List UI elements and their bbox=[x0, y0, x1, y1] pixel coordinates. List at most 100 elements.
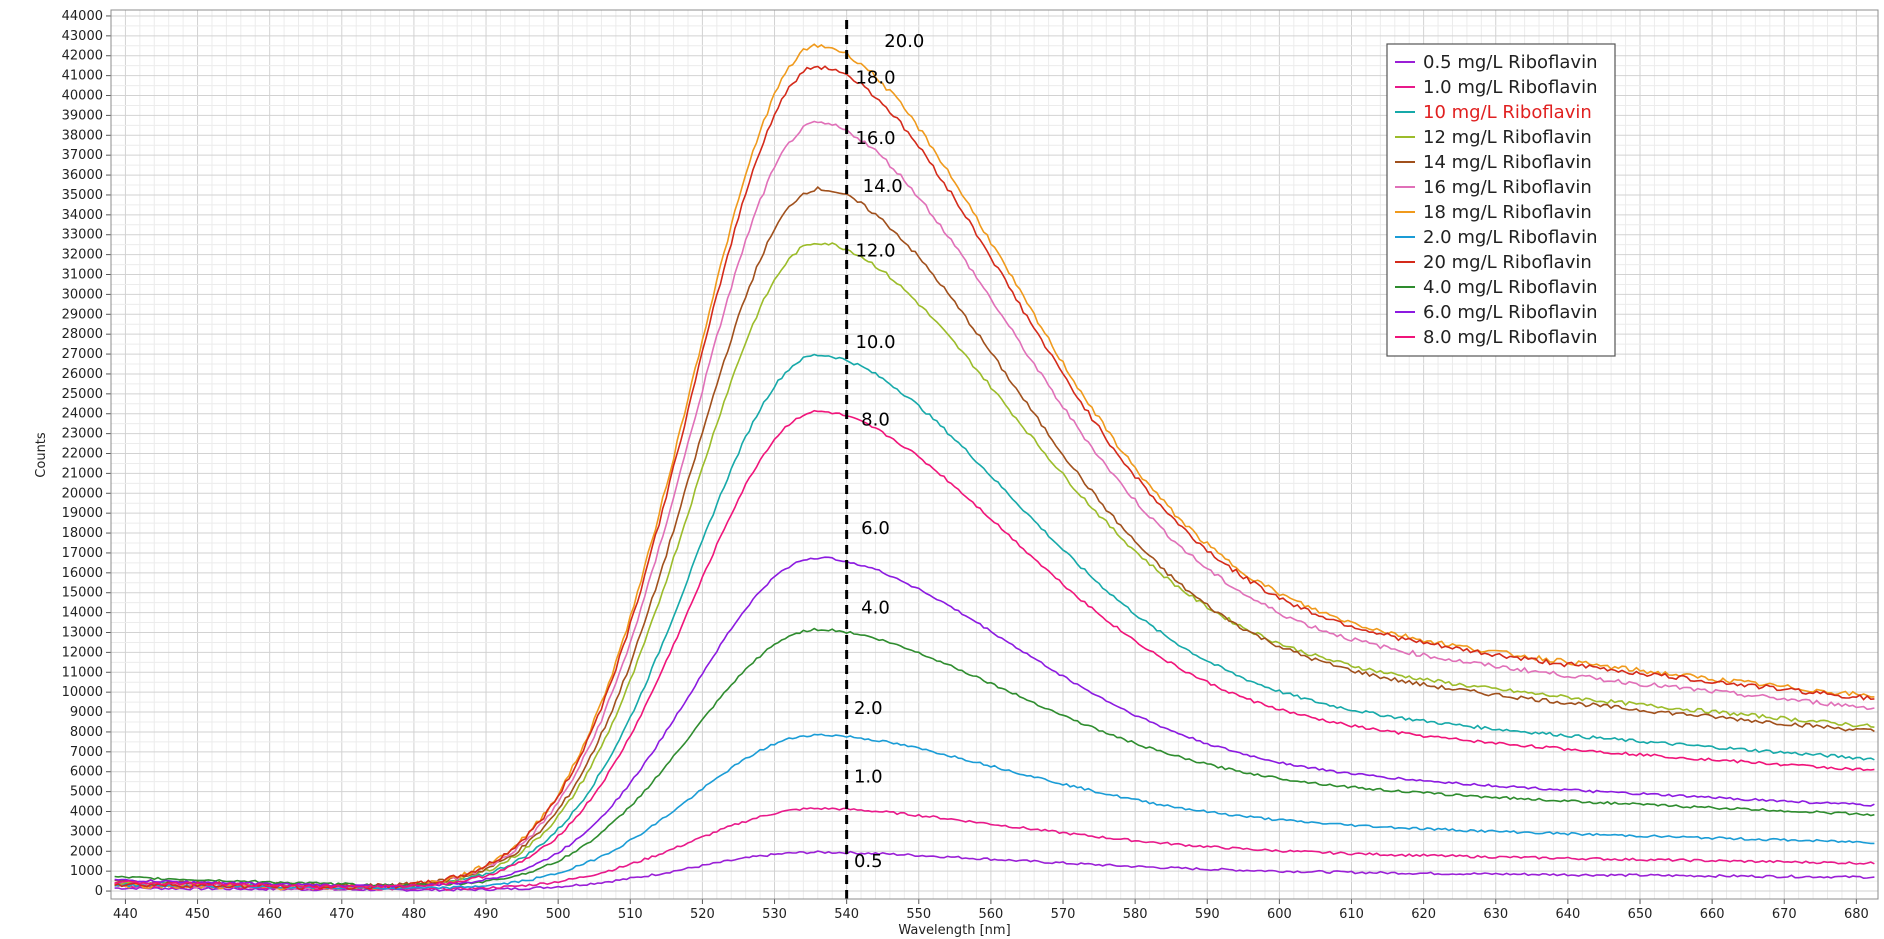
y-tick-label: 34000 bbox=[62, 208, 103, 223]
y-tick-label: 25000 bbox=[62, 387, 103, 402]
y-tick-label: 35000 bbox=[62, 188, 103, 203]
x-tick-label: 640 bbox=[1555, 907, 1580, 922]
series-line bbox=[114, 733, 1875, 890]
y-tick-label: 24000 bbox=[62, 407, 103, 422]
legend-entry-label[interactable]: 12 mg/L Riboflavin bbox=[1423, 127, 1592, 148]
y-tick-label: 36000 bbox=[62, 168, 103, 183]
x-tick-label: 500 bbox=[546, 907, 571, 922]
series-line bbox=[114, 409, 1875, 889]
y-tick-label: 44000 bbox=[62, 9, 103, 24]
y-axis-ticks: 0 1000 2000 3000 4000 5000 6000 7000 8000 9000 100… bbox=[62, 9, 111, 899]
y-tick-label: 40000 bbox=[62, 89, 103, 104]
y-tick-label: 19000 bbox=[62, 506, 103, 521]
concentration-annotation: 8.0 bbox=[861, 410, 890, 431]
y-tick-label: 21000 bbox=[62, 466, 103, 481]
y-tick-label: 33000 bbox=[62, 228, 103, 243]
legend-entry-label[interactable]: 2.0 mg/L Riboflavin bbox=[1423, 227, 1598, 248]
concentration-annotations: 20.0 18.0 16.0 14.0 12.0 10.0 8.0 6.0 4.0 2.0 1.0 0… bbox=[854, 31, 924, 872]
y-tick-label: 7000 bbox=[70, 745, 103, 760]
x-tick-label: 530 bbox=[762, 907, 787, 922]
x-tick-label: 510 bbox=[618, 907, 643, 922]
y-tick-label: 29000 bbox=[62, 307, 103, 322]
concentration-annotation: 4.0 bbox=[861, 598, 890, 619]
concentration-annotation: 12.0 bbox=[855, 241, 895, 262]
y-tick-label: 39000 bbox=[62, 108, 103, 123]
y-tick-label: 20000 bbox=[62, 486, 103, 501]
legend[interactable]: 0.5 mg/L Riboflavin 1.0 mg/L Riboflavin 10… bbox=[1386, 43, 1616, 357]
series-line bbox=[114, 627, 1875, 888]
concentration-annotation: 10.0 bbox=[855, 332, 895, 353]
concentration-annotation: 0.5 bbox=[854, 851, 883, 872]
legend-entry-label[interactable]: 16 mg/L Riboflavin bbox=[1423, 177, 1592, 198]
legend-entry-label[interactable]: 0.5 mg/L Riboflavin bbox=[1423, 52, 1598, 73]
legend-entry-label[interactable]: 8.0 mg/L Riboflavin bbox=[1423, 327, 1598, 348]
y-tick-label: 3000 bbox=[70, 824, 103, 839]
grid-lines bbox=[111, 10, 1878, 899]
concentration-annotation: 6.0 bbox=[861, 518, 890, 539]
y-tick-label: 27000 bbox=[62, 347, 103, 362]
x-tick-label: 470 bbox=[329, 907, 354, 922]
legend-box bbox=[1386, 43, 1616, 357]
y-tick-label: 5000 bbox=[70, 785, 103, 800]
y-tick-label: 22000 bbox=[62, 447, 103, 462]
y-tick-label: 10000 bbox=[62, 685, 103, 700]
concentration-annotation: 16.0 bbox=[855, 128, 895, 149]
plot-area-frame bbox=[110, 9, 1879, 900]
x-tick-label: 560 bbox=[978, 907, 1003, 922]
x-tick-label: 660 bbox=[1700, 907, 1725, 922]
legend-entry-label[interactable]: 6.0 mg/L Riboflavin bbox=[1423, 302, 1598, 323]
y-tick-label: 17000 bbox=[62, 546, 103, 561]
x-tick-label: 580 bbox=[1123, 907, 1148, 922]
legend-entry-label[interactable]: 10 mg/L Riboflavin bbox=[1423, 102, 1592, 123]
legend-entry-label[interactable]: 18 mg/L Riboflavin bbox=[1423, 202, 1592, 223]
series-line bbox=[114, 850, 1875, 892]
concentration-annotation: 18.0 bbox=[855, 68, 895, 89]
y-tick-label: 32000 bbox=[62, 248, 103, 263]
y-tick-label: 31000 bbox=[62, 268, 103, 283]
x-tick-label: 680 bbox=[1844, 907, 1869, 922]
x-tick-label: 570 bbox=[1051, 907, 1076, 922]
y-tick-label: 28000 bbox=[62, 327, 103, 342]
y-tick-label: 9000 bbox=[70, 705, 103, 720]
x-tick-label: 610 bbox=[1339, 907, 1364, 922]
y-tick-label: 43000 bbox=[62, 29, 103, 44]
x-tick-label: 440 bbox=[113, 907, 138, 922]
x-tick-label: 450 bbox=[185, 907, 210, 922]
y-tick-label: 26000 bbox=[62, 367, 103, 382]
y-tick-label: 14000 bbox=[62, 606, 103, 621]
x-tick-label: 620 bbox=[1411, 907, 1436, 922]
x-tick-label: 670 bbox=[1772, 907, 1797, 922]
x-tick-label: 480 bbox=[402, 907, 427, 922]
y-tick-label: 11000 bbox=[62, 665, 103, 680]
x-axis-label: Wavelength [nm] bbox=[898, 923, 1010, 938]
y-tick-label: 0 bbox=[95, 884, 103, 899]
y-tick-label: 4000 bbox=[70, 804, 103, 819]
x-tick-label: 590 bbox=[1195, 907, 1220, 922]
legend-entry-label[interactable]: 1.0 mg/L Riboflavin bbox=[1423, 77, 1598, 98]
y-tick-label: 2000 bbox=[70, 844, 103, 859]
y-tick-label: 12000 bbox=[62, 645, 103, 660]
legend-entry-label[interactable]: 20 mg/L Riboflavin bbox=[1423, 252, 1592, 273]
x-axis-ticks: 440 450 460 470 480 490 500 510 520 530 540 550 560 5… bbox=[113, 899, 1869, 922]
x-tick-label: 490 bbox=[474, 907, 499, 922]
x-tick-label: 460 bbox=[257, 907, 282, 922]
legend-entry-label[interactable]: 14 mg/L Riboflavin bbox=[1423, 152, 1592, 173]
y-tick-label: 42000 bbox=[62, 49, 103, 64]
x-tick-label: 600 bbox=[1267, 907, 1292, 922]
y-tick-label: 13000 bbox=[62, 625, 103, 640]
concentration-annotation: 20.0 bbox=[884, 31, 924, 52]
x-tick-label: 650 bbox=[1628, 907, 1653, 922]
y-tick-label: 41000 bbox=[62, 69, 103, 84]
y-tick-label: 18000 bbox=[62, 526, 103, 541]
y-tick-label: 6000 bbox=[70, 765, 103, 780]
series-line bbox=[114, 185, 1875, 889]
x-tick-label: 540 bbox=[834, 907, 859, 922]
y-tick-label: 1000 bbox=[70, 864, 103, 879]
y-tick-label: 15000 bbox=[62, 586, 103, 601]
x-tick-label: 520 bbox=[690, 907, 715, 922]
legend-entry-label[interactable]: 4.0 mg/L Riboflavin bbox=[1423, 277, 1598, 298]
y-axis-label: Counts bbox=[34, 432, 49, 478]
concentration-annotation: 1.0 bbox=[854, 767, 883, 788]
concentration-annotation: 14.0 bbox=[863, 176, 903, 197]
